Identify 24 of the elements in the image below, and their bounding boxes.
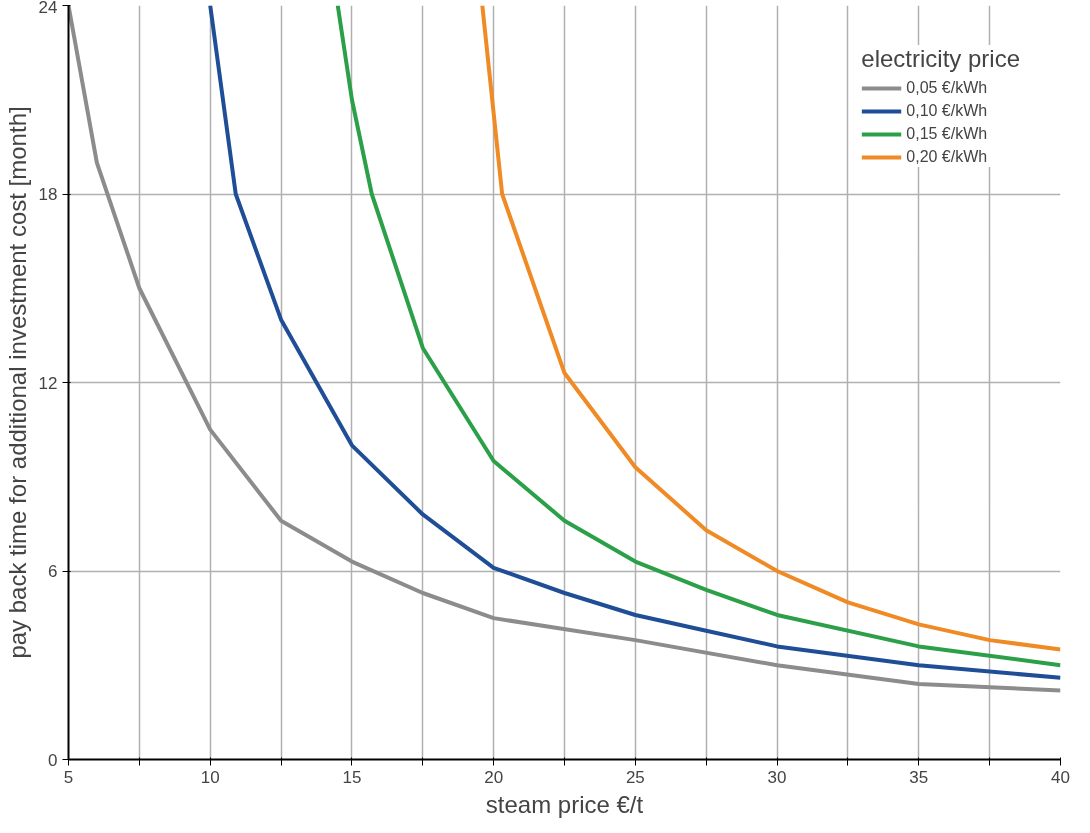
x-axis-title: steam price €/t bbox=[485, 790, 644, 818]
x-tick-label: 20 bbox=[484, 767, 504, 787]
x-tick-label: 40 bbox=[1051, 767, 1070, 787]
y-axis-title: pay back time for additional investment cost [month] bbox=[3, 106, 31, 659]
y-tick-label: 0 bbox=[48, 750, 58, 770]
y-tick-label: 18 bbox=[38, 185, 58, 204]
legend-label: 0,10 €/kWh bbox=[906, 102, 988, 120]
x-tick-label: 5 bbox=[63, 767, 74, 787]
x-tick-label: 30 bbox=[767, 767, 787, 787]
x-tick-label: 15 bbox=[342, 767, 362, 787]
line-series bbox=[208, 5, 1061, 680]
line-series bbox=[335, 5, 1061, 668]
line-series bbox=[68, 5, 1061, 693]
legend-label: 0,15 €/kWh bbox=[906, 125, 988, 143]
x-tick-label: 10 bbox=[200, 767, 220, 787]
line-series bbox=[480, 5, 1061, 652]
legend-title: electricity price bbox=[861, 45, 1020, 73]
legend-label: 0,05 €/kWh bbox=[906, 79, 988, 97]
x-tick-label: 35 bbox=[909, 767, 929, 787]
legend-label: 0,20 €/kWh bbox=[906, 148, 988, 166]
y-tick-label: 6 bbox=[48, 562, 58, 581]
y-tick-label: 24 bbox=[38, 0, 58, 17]
y-tick-label: 12 bbox=[38, 373, 58, 393]
x-tick-label: 25 bbox=[625, 767, 645, 787]
